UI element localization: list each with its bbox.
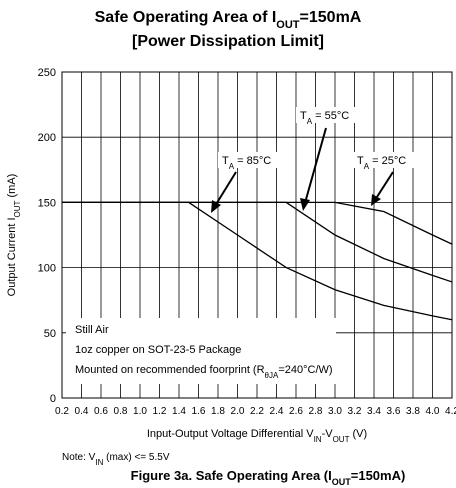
cap-sub: OUT bbox=[332, 477, 352, 487]
chart-subtitle: [Power Dissipation Limit] bbox=[132, 33, 324, 50]
x-tick-label: 3.6 bbox=[387, 406, 401, 417]
x-tick-label: 1.6 bbox=[192, 406, 206, 417]
annotations bbox=[211, 107, 419, 213]
label-sub: A bbox=[229, 162, 235, 171]
x-tick-label: 4.0 bbox=[426, 406, 440, 417]
series-line bbox=[62, 201, 453, 245]
label-part: = 25°C bbox=[369, 155, 406, 167]
note: 1oz copper on SOT-23-5 Package bbox=[75, 344, 241, 356]
x-tick-label: 1.8 bbox=[211, 406, 225, 417]
x-tick-label: 4.2 bbox=[445, 406, 456, 417]
y-tick-label: 150 bbox=[38, 197, 56, 209]
yl-part: Output Current I bbox=[6, 217, 18, 296]
x-tick-label: 1.0 bbox=[133, 406, 147, 417]
label-sub: A bbox=[307, 117, 313, 126]
chart-title: Safe Operating Area of IOUT=150mA bbox=[95, 9, 362, 31]
x-axis-label: Input-Output Voltage Differential VIN-VO… bbox=[147, 428, 367, 444]
note-part: Mounted on recommended foorprint (R bbox=[75, 364, 265, 376]
x-tick-label: 0.2 bbox=[55, 406, 69, 417]
x-tick-label: 2.2 bbox=[250, 406, 264, 417]
cap-part: =150mA) bbox=[351, 468, 406, 483]
label-part: T bbox=[357, 155, 364, 167]
note-sub: θJA bbox=[265, 371, 279, 380]
x-tick-label: 2.4 bbox=[270, 406, 284, 417]
label-bg bbox=[353, 152, 419, 168]
series-label: TA = 55°C bbox=[300, 110, 349, 126]
footnote: Note: VIN (max) <= 5.5V bbox=[62, 452, 170, 467]
label-part: T bbox=[300, 110, 307, 122]
title-part: =150mA bbox=[300, 9, 362, 26]
y-tick-label: 250 bbox=[38, 67, 56, 79]
cap-part: Figure 3a. Safe Operating Area (I bbox=[131, 468, 332, 483]
lines bbox=[62, 201, 453, 321]
y-tick-label: 0 bbox=[50, 393, 56, 405]
xl-part: (V) bbox=[349, 428, 367, 440]
x-tick-label: 2.0 bbox=[231, 406, 245, 417]
title-part: Safe Operating Area of I bbox=[95, 9, 277, 26]
yl-sub: OUT bbox=[13, 200, 22, 217]
fn-sub: IN bbox=[95, 458, 103, 467]
label-part: = 55°C bbox=[312, 110, 349, 122]
series-label: TA = 25°C bbox=[357, 155, 406, 171]
label-part: = 85°C bbox=[234, 155, 271, 167]
arrow bbox=[304, 127, 327, 204]
x-tick-label: 3.2 bbox=[348, 406, 362, 417]
y-axis-label: Output Current IOUT (mA) bbox=[6, 174, 22, 297]
arrow bbox=[374, 171, 394, 201]
arrowhead bbox=[371, 194, 381, 206]
arrowhead bbox=[211, 200, 221, 213]
series-label: TA = 85°C bbox=[222, 155, 271, 171]
x-tick-label: 2.6 bbox=[289, 406, 303, 417]
series-line bbox=[62, 201, 453, 321]
fn-part: (max) <= 5.5V bbox=[103, 452, 169, 463]
fn-part: Note: V bbox=[62, 452, 96, 463]
yl-part: (mA) bbox=[6, 174, 18, 201]
x-tick-label: 3.4 bbox=[367, 406, 381, 417]
x-tick-label: 0.4 bbox=[75, 406, 89, 417]
x-tick-label: 0.6 bbox=[94, 406, 108, 417]
label-sub: A bbox=[364, 162, 370, 171]
xl-sub: IN bbox=[314, 435, 322, 444]
xl-part: Input-Output Voltage Differential V bbox=[147, 428, 314, 440]
y-tick-label: 200 bbox=[38, 132, 56, 144]
caption: Figure 3a. Safe Operating Area (IOUT=150… bbox=[131, 468, 406, 487]
y-tick-label: 100 bbox=[38, 263, 56, 275]
y-tick-label: 50 bbox=[44, 328, 56, 340]
label-bg bbox=[218, 152, 284, 168]
xl-sub: OUT bbox=[333, 435, 350, 444]
x-tick-label: 1.2 bbox=[153, 406, 167, 417]
arrow bbox=[214, 171, 237, 207]
title-sub: OUT bbox=[276, 19, 300, 31]
x-tick-label: 1.4 bbox=[172, 406, 186, 417]
plot-frame bbox=[61, 71, 453, 399]
arrowhead bbox=[300, 198, 310, 211]
x-tick-label: 3.0 bbox=[328, 406, 342, 417]
note: Still Air bbox=[75, 324, 109, 336]
note: Mounted on recommended foorprint (RθJA=2… bbox=[75, 364, 333, 380]
note-part: =240°C/W) bbox=[278, 364, 332, 376]
notes-bg bbox=[66, 318, 336, 384]
label-bg bbox=[296, 107, 362, 123]
x-tick-label: 3.8 bbox=[406, 406, 420, 417]
label-part: T bbox=[222, 155, 229, 167]
x-tick-label: 0.8 bbox=[114, 406, 128, 417]
xl-part: -V bbox=[322, 428, 334, 440]
x-tick-label: 2.8 bbox=[309, 406, 323, 417]
